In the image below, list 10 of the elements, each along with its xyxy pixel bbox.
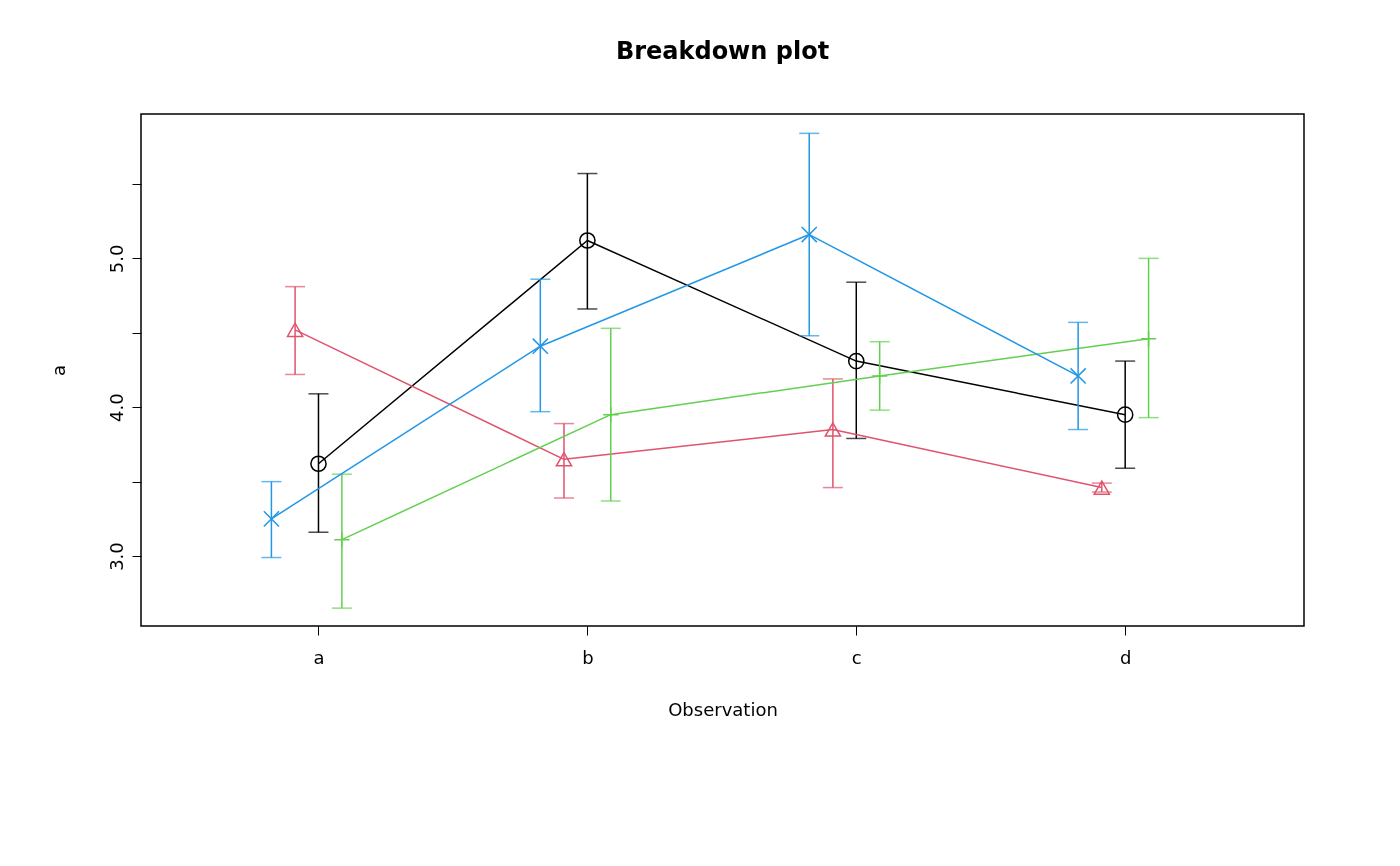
y-tick-label: 3.0 bbox=[105, 542, 127, 571]
x-axis-title: Observation bbox=[668, 698, 778, 720]
x-tick-label: b bbox=[582, 646, 594, 668]
y-axis-title: a bbox=[47, 364, 69, 377]
y-tick-label: 4.0 bbox=[105, 393, 127, 423]
x-tick-label: c bbox=[851, 646, 862, 668]
chart-title: Breakdown plot bbox=[615, 37, 830, 65]
x-tick-label: d bbox=[1119, 646, 1132, 668]
x-tick-label: a bbox=[313, 646, 325, 668]
y-tick-label: 5.0 bbox=[105, 244, 127, 274]
